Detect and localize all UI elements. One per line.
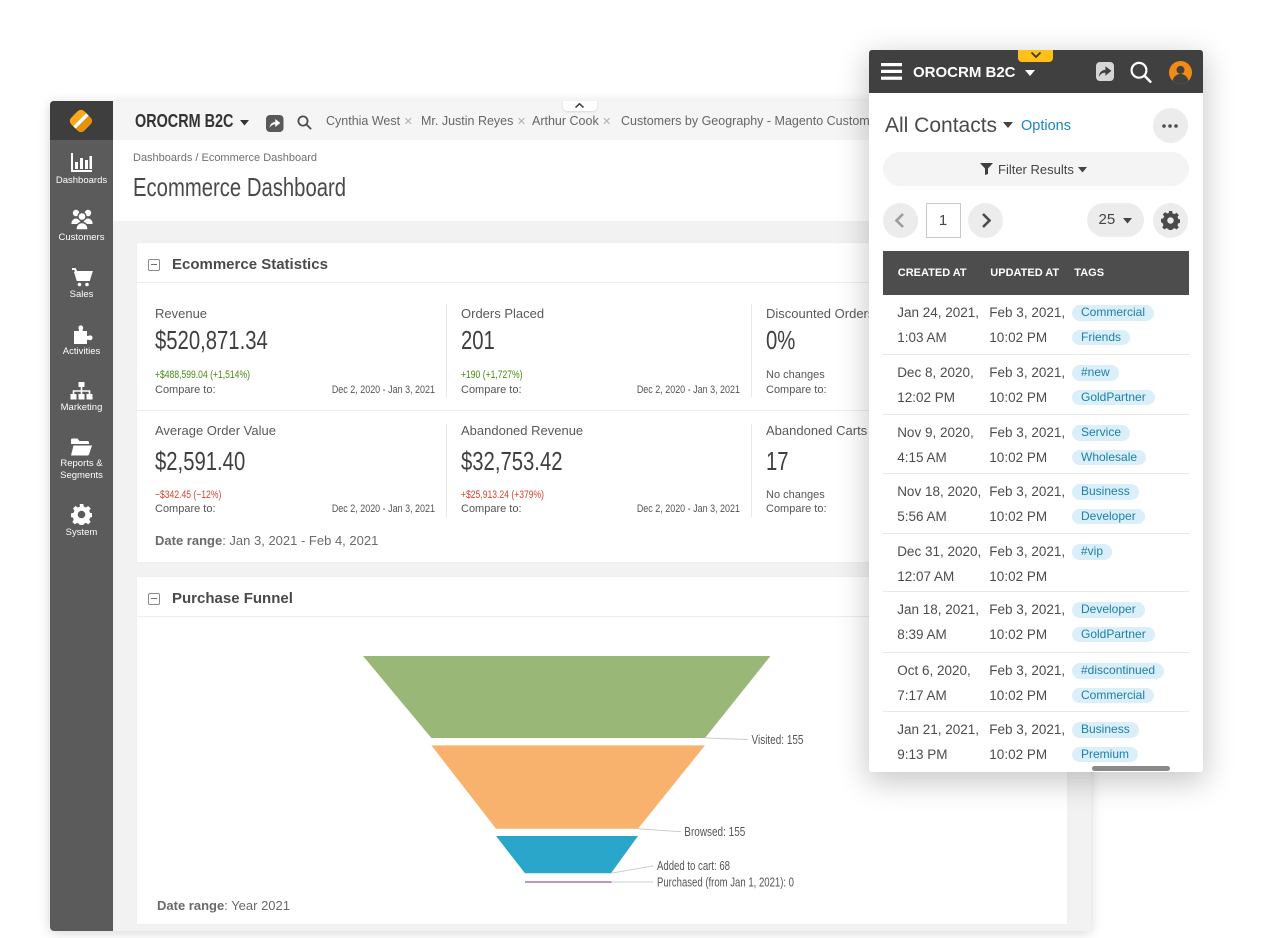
svg-text:Visited: 155: Visited: 155	[752, 733, 804, 747]
svg-text:Browsed: 155: Browsed: 155	[684, 825, 745, 839]
svg-text:Purchased (from Jan 1, 2021):: Purchased (from Jan 1, 2021): 0	[657, 875, 794, 889]
svg-text:Added to cart: 68: Added to cart: 68	[657, 859, 730, 873]
